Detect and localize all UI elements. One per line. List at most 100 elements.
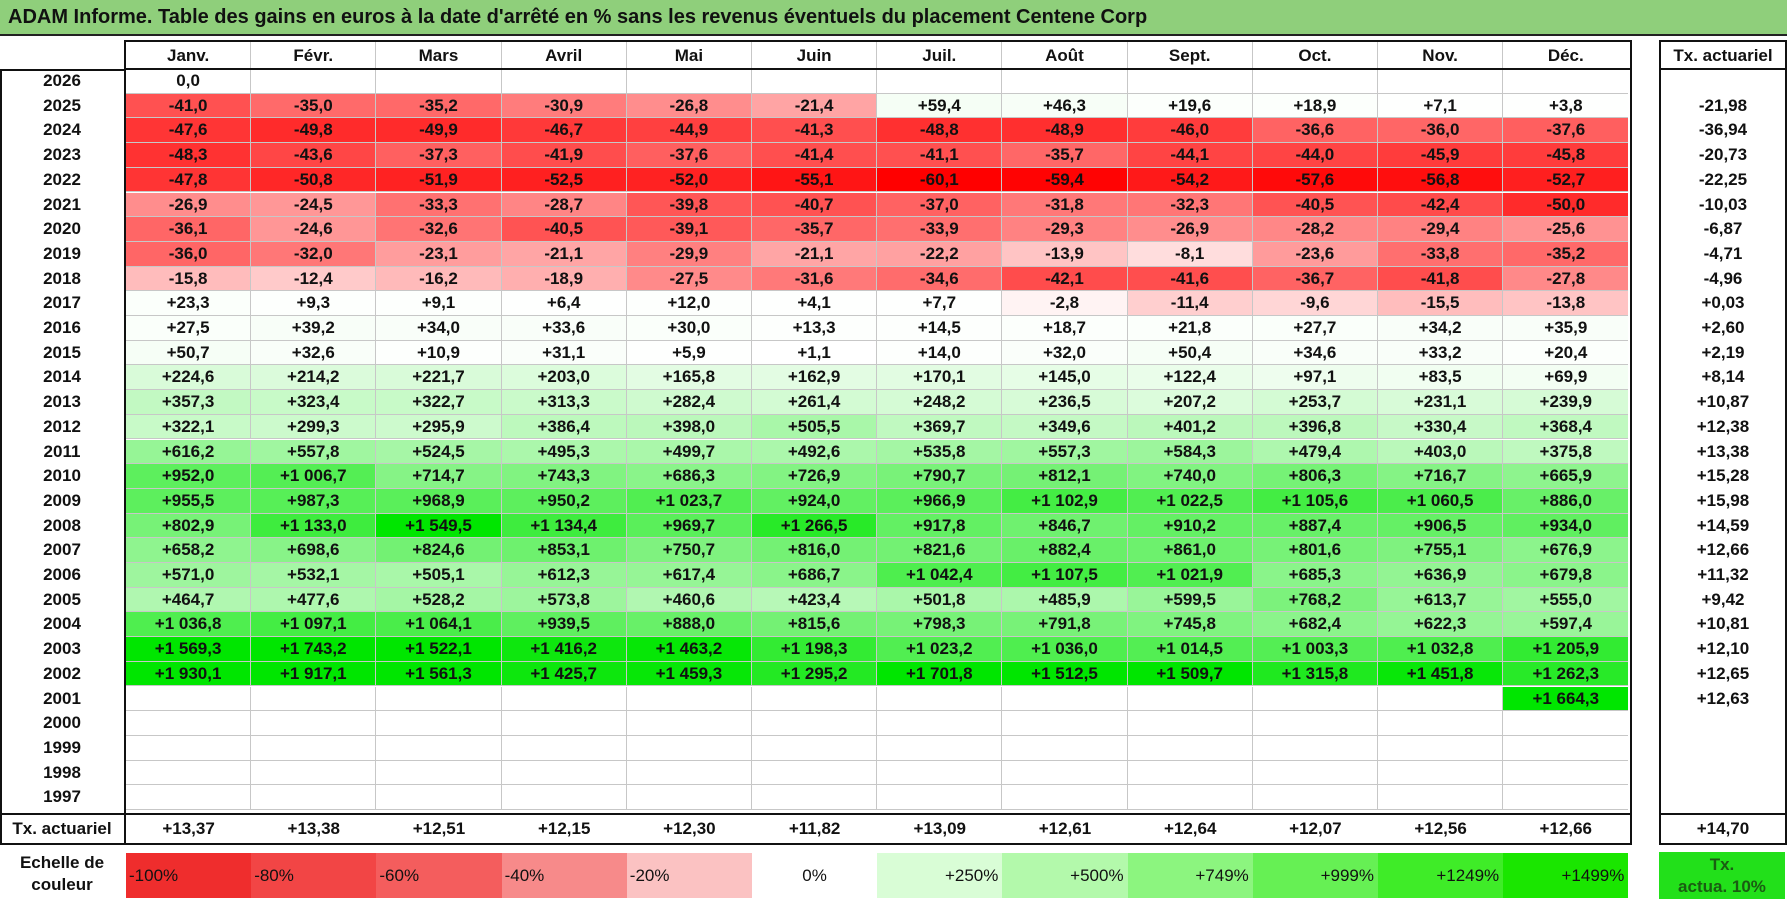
gain-cell bbox=[376, 686, 502, 712]
gain-cell: +1 060,5 bbox=[1378, 488, 1504, 514]
gain-cell: +987,3 bbox=[251, 488, 377, 514]
gain-cell: -32,6 bbox=[376, 217, 502, 242]
tx-cell: -4,71 bbox=[1703, 243, 1743, 263]
gain-cell: +221,7 bbox=[376, 365, 502, 391]
gain-cell bbox=[501, 69, 627, 94]
gain-cell: +145,0 bbox=[1002, 365, 1128, 391]
gain-cell: +1 917,1 bbox=[251, 661, 377, 687]
gain-cell: +97,1 bbox=[1252, 365, 1378, 391]
gain-cell: +479,4 bbox=[1252, 439, 1378, 465]
gain-cell: +5,9 bbox=[626, 340, 752, 366]
gain-cell bbox=[376, 760, 502, 786]
gain-cell bbox=[626, 785, 752, 810]
tx-cell: +10,81 bbox=[1696, 614, 1750, 634]
gain-cell: +20,4 bbox=[1503, 340, 1629, 366]
gain-cell bbox=[877, 760, 1003, 786]
tx-column-frame bbox=[1659, 40, 1787, 845]
gain-cell: -50,0 bbox=[1503, 192, 1629, 218]
gain-cell: -23,1 bbox=[376, 241, 502, 267]
scale-swatch: +500% bbox=[1002, 853, 1128, 898]
year-label: 1997 bbox=[43, 787, 81, 807]
gain-cell: +679,8 bbox=[1503, 563, 1629, 588]
gain-cell: -33,9 bbox=[877, 217, 1003, 242]
gain-cell: -28,7 bbox=[501, 192, 627, 218]
gain-cell: -26,9 bbox=[1127, 217, 1253, 242]
gain-cell bbox=[376, 785, 502, 810]
month-header-3: Avril bbox=[502, 42, 627, 69]
gain-cell: +477,6 bbox=[251, 587, 377, 613]
gain-cell: +398,0 bbox=[626, 414, 752, 440]
gain-cell: -41,3 bbox=[752, 118, 878, 144]
gain-cell bbox=[501, 760, 627, 786]
gain-cell: +7,7 bbox=[877, 291, 1003, 316]
gain-cell: +1 064,1 bbox=[376, 612, 502, 638]
gain-cell: +882,4 bbox=[1002, 538, 1128, 563]
tx-cell: +11,32 bbox=[1697, 565, 1749, 584]
gain-cell bbox=[1127, 785, 1253, 810]
gain-cell bbox=[376, 735, 502, 761]
scale-tx-line2: actua. 10% bbox=[1678, 877, 1766, 896]
gain-cell: +966,9 bbox=[877, 488, 1003, 514]
report-title: ADAM Informe. Table des gains en euros à… bbox=[0, 0, 1787, 36]
gain-cell bbox=[1127, 735, 1253, 761]
gain-cell: +1 134,4 bbox=[501, 513, 627, 539]
scale-swatch: +1499% bbox=[1503, 853, 1629, 898]
gain-cell: +1 416,2 bbox=[501, 637, 627, 662]
gain-cell: -27,8 bbox=[1503, 266, 1629, 292]
tx-cell: +12,63 bbox=[1696, 688, 1750, 708]
gain-cell: +1 042,4 bbox=[877, 563, 1003, 588]
gain-cell bbox=[126, 711, 252, 736]
gain-cell: +30,0 bbox=[626, 316, 752, 341]
gain-cell: +1 133,0 bbox=[251, 513, 377, 539]
gain-cell: -41,8 bbox=[1378, 266, 1504, 292]
gain-cell: +887,4 bbox=[1252, 513, 1378, 539]
month-header-11: Déc. bbox=[1547, 46, 1584, 65]
gain-cell: -55,1 bbox=[752, 167, 878, 193]
scale-swatch: +1249% bbox=[1378, 853, 1504, 898]
gain-cell bbox=[1378, 785, 1504, 810]
gain-cell: +1 036,8 bbox=[126, 612, 252, 638]
gain-cell bbox=[877, 785, 1003, 810]
gain-cell: +755,1 bbox=[1378, 538, 1504, 563]
gain-cell: +464,7 bbox=[126, 587, 252, 613]
gain-cell: +18,9 bbox=[1252, 93, 1378, 119]
gain-cell: -15,8 bbox=[126, 266, 252, 292]
gain-cell: +924,0 bbox=[752, 488, 878, 514]
gain-cell: -21,1 bbox=[501, 241, 627, 267]
gain-cell: -33,8 bbox=[1378, 241, 1504, 267]
month-header-5: Juin bbox=[752, 42, 878, 69]
gain-cell: -48,8 bbox=[877, 118, 1003, 144]
gain-cell: +203,0 bbox=[501, 365, 627, 391]
month-header-8: Sept. bbox=[1128, 42, 1253, 69]
year-label: 2025 bbox=[43, 95, 81, 115]
gain-cell: -57,6 bbox=[1252, 167, 1378, 193]
gain-cell: +19,6 bbox=[1127, 93, 1253, 119]
gain-cell: +686,3 bbox=[626, 464, 752, 489]
tx-cell: -6,87 bbox=[1703, 219, 1743, 239]
gain-cell: -52,7 bbox=[1503, 167, 1629, 193]
gain-cell: +9,1 bbox=[376, 291, 502, 316]
year-label: 2024 bbox=[43, 120, 81, 140]
gain-cell: +495,3 bbox=[501, 439, 627, 465]
gain-cell: +665,9 bbox=[1503, 464, 1629, 489]
tx-cell: +12,38 bbox=[1696, 416, 1750, 436]
gain-cell: +939,5 bbox=[501, 612, 627, 638]
gain-cell: +1 266,5 bbox=[752, 513, 878, 539]
gain-cell: +248,2 bbox=[877, 390, 1003, 415]
gain-cell: +968,9 bbox=[376, 488, 502, 514]
gain-cell: -42,4 bbox=[1378, 192, 1504, 218]
gain-cell: +214,2 bbox=[251, 365, 377, 391]
month-header-0: Janv. bbox=[126, 42, 252, 69]
gain-cell: -39,8 bbox=[626, 192, 752, 218]
gain-cell: -18,9 bbox=[501, 266, 627, 292]
gain-cell: -24,6 bbox=[251, 217, 377, 242]
gain-cell bbox=[1252, 760, 1378, 786]
gain-cell: +613,7 bbox=[1378, 587, 1504, 613]
gain-cell: -48,3 bbox=[126, 143, 252, 168]
gain-cell: +485,9 bbox=[1002, 587, 1128, 613]
scale-swatch: +999% bbox=[1252, 853, 1378, 898]
gain-cell: -37,0 bbox=[877, 192, 1003, 218]
gain-cell: +676,9 bbox=[1503, 538, 1629, 563]
gain-cell: +492,6 bbox=[752, 439, 878, 465]
scale-swatch: 0% bbox=[752, 853, 878, 898]
